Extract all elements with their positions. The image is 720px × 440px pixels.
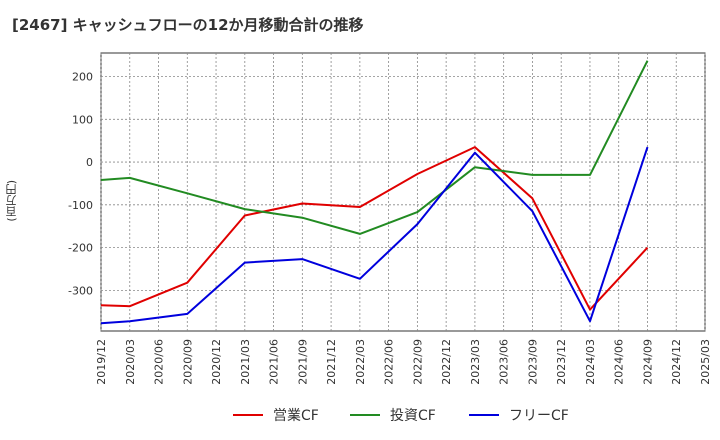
legend: 営業CF 投資CF フリーCF [233, 408, 569, 424]
x-tick-label: 2023/09 [526, 339, 539, 385]
x-tick-label: 2025/03 [699, 339, 712, 385]
y-tick-label: -100 [68, 199, 93, 212]
x-tick-label: 2023/03 [469, 339, 482, 385]
y-tick-label: -300 [68, 284, 93, 297]
y-tick-labels: 200 100 0 -100 -200 -300 [68, 71, 93, 298]
legend-label: 投資CF [390, 408, 436, 424]
x-tick-label: 2020/03 [124, 339, 137, 385]
x-tick-label: 2020/06 [153, 339, 166, 385]
x-tick-label: 2024/06 [613, 339, 626, 385]
x-tick-label: 2024/12 [670, 339, 683, 385]
x-tick-label: 2024/03 [584, 339, 597, 385]
x-tick-label: 2021/12 [325, 339, 338, 385]
x-tick-label: 2023/12 [555, 339, 568, 385]
x-tick-label: 2021/06 [268, 339, 281, 385]
y-tick-label: 100 [72, 113, 93, 126]
x-tick-label: 2020/12 [210, 339, 223, 385]
legend-label: 営業CF [273, 408, 319, 424]
legend-label: フリーCF [509, 408, 569, 424]
x-tick-label: 2022/12 [440, 339, 453, 385]
x-tick-label: 2022/03 [354, 339, 367, 385]
y-tick-label: 200 [72, 71, 93, 84]
y-tick-label: 0 [86, 156, 93, 169]
x-tick-label: 2019/12 [95, 339, 108, 385]
x-tick-label: 2022/06 [383, 339, 396, 385]
x-tick-label: 2021/03 [239, 339, 252, 385]
x-tick-label: 2021/09 [296, 339, 309, 385]
x-tick-label: 2020/09 [181, 339, 194, 385]
x-tick-labels: 2019/12 2020/03 2020/06 2020/09 2020/12 2021/… [95, 339, 712, 385]
y-tick-label: -200 [68, 242, 93, 255]
chart-title: [2467] キャッシュフローの12か月移動合計の推移 [12, 16, 364, 34]
series-line [100, 146, 649, 311]
series-line [100, 146, 649, 325]
x-tick-label: 2022/09 [411, 339, 424, 385]
grid-lines [100, 53, 706, 331]
x-tick-label: 2024/09 [641, 339, 654, 385]
series-line [100, 60, 649, 235]
series-lines [100, 60, 649, 325]
plot-area [100, 52, 706, 332]
x-tick-label: 2023/06 [498, 339, 511, 385]
